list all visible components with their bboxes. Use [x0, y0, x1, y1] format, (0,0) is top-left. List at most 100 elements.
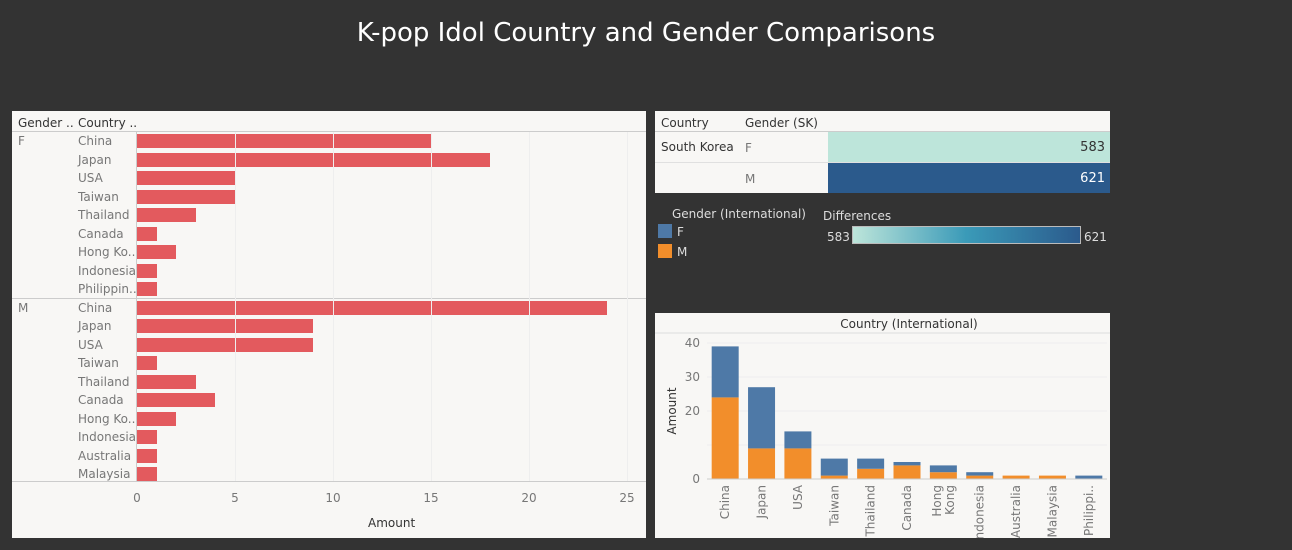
bar-m-malaysia[interactable]: [137, 467, 157, 481]
bar-m-canada[interactable]: [137, 393, 216, 407]
x-category-label: Taiwan: [827, 485, 841, 527]
x-category-label: USA: [791, 484, 805, 510]
x-gridline: [529, 132, 530, 481]
stack-bar-m-indonesia[interactable]: [966, 475, 994, 479]
gender-group-label: F: [18, 134, 25, 148]
bar-f-usa[interactable]: [137, 171, 235, 185]
sk-country-header[interactable]: Country: [661, 116, 709, 130]
gender-column-header[interactable]: Gender ..: [18, 116, 74, 130]
country-label: USA: [78, 337, 103, 352]
x-category-label: Philippi..: [1082, 485, 1096, 536]
x-tick-label: 0: [133, 491, 141, 505]
y-tick-label: 20: [685, 404, 700, 418]
bar-f-canada[interactable]: [137, 226, 157, 241]
country-label: USA: [78, 171, 103, 185]
differences-max: 621: [1084, 230, 1107, 244]
x-tick-label: 15: [423, 491, 439, 505]
stack-bar-m-malaysia[interactable]: [1038, 475, 1066, 479]
bar-f-indonesia[interactable]: [137, 263, 157, 278]
x-gridline: [333, 132, 334, 481]
x-axis-line: [12, 481, 646, 482]
bar-f-japan[interactable]: [137, 152, 490, 167]
sk-gender-f: F: [745, 141, 752, 155]
stack-bar-m-china[interactable]: [711, 397, 739, 479]
bar-m-thailand[interactable]: [137, 374, 196, 389]
bar-m-china[interactable]: [137, 300, 608, 315]
country-label: Hong Ko..: [78, 245, 136, 259]
stack-bar-f-thailand[interactable]: [857, 458, 885, 469]
sk-value-m: 621: [1080, 171, 1105, 186]
sk-cell-m[interactable]: 621: [828, 163, 1110, 193]
y-tick-label: 0: [692, 472, 700, 486]
country-label: Thailand: [78, 374, 130, 389]
country-label: Hong Ko..: [78, 411, 136, 426]
stack-bar-m-canada[interactable]: [893, 465, 921, 479]
gender-country-bar-panel: Gender .. Country .. F China Japan USA Taiwa…: [12, 111, 646, 538]
legend-swatch-m[interactable]: [658, 244, 672, 258]
differences-min: 583: [827, 230, 850, 244]
x-axis-title: Amount: [368, 516, 416, 530]
stack-bar-m-taiwan[interactable]: [820, 475, 848, 479]
country-label: Thailand: [78, 208, 130, 222]
left-axis-line: [136, 131, 137, 481]
stack-bar-f-china[interactable]: [711, 346, 739, 398]
stack-bar-f-japan[interactable]: [748, 387, 776, 449]
country-column-header[interactable]: Country ..: [78, 116, 138, 130]
country-label: Indonesia: [78, 263, 137, 278]
x-gridline: [235, 132, 236, 481]
bar-m-australia[interactable]: [137, 448, 157, 463]
x-tick-label: 20: [521, 491, 537, 505]
group-separator: [12, 297, 646, 299]
stack-bar-m-usa[interactable]: [784, 448, 812, 479]
x-category-label: China: [718, 485, 732, 519]
country-label: Japan: [78, 319, 112, 333]
legend-swatch-f[interactable]: [658, 224, 672, 238]
stack-bar-f-philippi[interactable]: [1075, 475, 1103, 479]
sk-row-divider: [655, 162, 1110, 163]
y-tick-label: 40: [685, 336, 700, 350]
x-tick-label: 5: [231, 491, 239, 505]
sk-header-row: [655, 111, 1110, 132]
stack-bar-f-usa[interactable]: [784, 431, 812, 449]
x-category-label: Japan: [755, 485, 769, 519]
x-category-label: Canada: [900, 485, 914, 531]
bar-f-thailand[interactable]: [137, 208, 196, 222]
bar-m-hongko[interactable]: [137, 411, 177, 426]
bar-m-taiwan[interactable]: [137, 356, 157, 370]
bar-m-japan[interactable]: [137, 319, 314, 333]
gender-legend-title: Gender (International): [672, 207, 806, 221]
country-label: China: [78, 300, 113, 315]
country-label: Japan: [78, 152, 112, 167]
x-category-label: Australia: [1009, 485, 1023, 538]
x-category-label: Thailand: [864, 485, 878, 538]
bar-m-usa[interactable]: [137, 337, 314, 352]
international-stacked-panel: Country (International) 0 20 30 40 Amount Chin…: [655, 313, 1110, 538]
bar-f-china[interactable]: [137, 134, 431, 148]
bar-f-philippin[interactable]: [137, 282, 157, 296]
x-category-label: Indonesia: [973, 485, 987, 538]
stack-bar-f-taiwan[interactable]: [820, 458, 848, 476]
stacked-bar-chart: Country (International) 0 20 30 40 Amount Chin…: [655, 313, 1110, 538]
stack-bar-f-canada[interactable]: [893, 462, 921, 466]
bar-f-hongko[interactable]: [137, 245, 177, 259]
country-label: Canada: [78, 226, 124, 241]
sk-gender-header[interactable]: Gender (SK): [745, 116, 818, 130]
stack-bar-m-hongkong[interactable]: [929, 472, 957, 479]
y-axis-title: Amount: [665, 387, 679, 434]
left-header-row: [12, 111, 646, 132]
y-tick-label: 30: [685, 370, 700, 384]
stack-bar-f-indonesia[interactable]: [966, 472, 994, 476]
stack-bar-m-japan[interactable]: [748, 448, 776, 479]
south-korea-table: Country Gender (SK) South Korea F M 583 …: [655, 111, 1110, 193]
dashboard-title: K-pop Idol Country and Gender Comparison…: [356, 18, 936, 48]
bar-f-taiwan[interactable]: [137, 189, 235, 204]
stack-bar-f-hongkong[interactable]: [929, 465, 957, 473]
sk-cell-f[interactable]: 583: [828, 132, 1110, 162]
stack-bar-m-thailand[interactable]: [857, 468, 885, 479]
x-gridline: [627, 132, 628, 481]
x-category-label: Hong: [930, 485, 944, 517]
x-tick-label: 10: [325, 491, 341, 505]
bar-m-indonesia[interactable]: [137, 430, 157, 444]
stack-bar-m-australia[interactable]: [1002, 475, 1030, 479]
x-tick-label: 25: [619, 491, 635, 505]
